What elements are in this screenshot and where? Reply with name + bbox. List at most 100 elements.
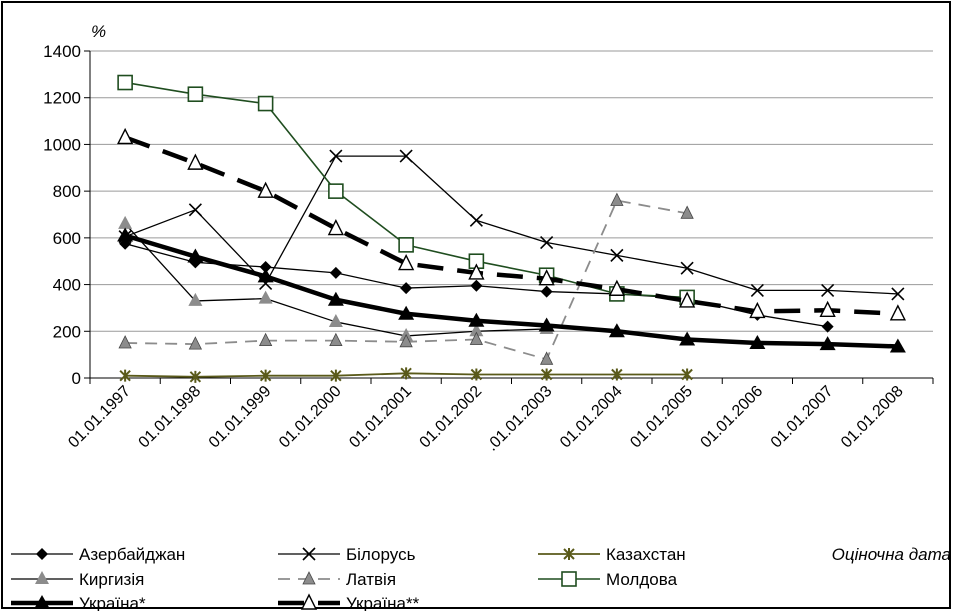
y-tick-label: 1200 xyxy=(43,89,81,108)
x-tick-label: 01.01.2008 xyxy=(838,383,907,452)
series-path xyxy=(124,233,898,349)
data-point xyxy=(119,369,131,382)
data-point xyxy=(118,215,133,229)
series-path xyxy=(124,135,898,317)
data-point xyxy=(36,548,48,560)
legend: Азербайджан Білорусь Казахстан Киргизія Латв… xyxy=(11,545,686,613)
data-point xyxy=(398,305,415,320)
legend-entry: Білорусь xyxy=(278,545,416,564)
point-star xyxy=(189,370,202,383)
data-point xyxy=(327,218,345,236)
point-cross xyxy=(821,283,835,297)
data-point xyxy=(889,338,906,353)
data-point xyxy=(819,336,836,351)
data-point xyxy=(539,351,554,365)
data-point xyxy=(259,261,272,274)
x-tick-label: 01.01.2002 xyxy=(417,383,486,452)
data-point xyxy=(397,253,415,271)
data-point xyxy=(749,301,766,319)
legend-label: Молдова xyxy=(606,570,678,589)
point-cross xyxy=(399,149,413,163)
data-point xyxy=(399,333,413,348)
point-cross xyxy=(891,287,905,301)
data-point xyxy=(891,287,905,301)
data-point xyxy=(302,571,316,585)
data-point xyxy=(188,336,203,350)
data-point xyxy=(468,312,485,327)
data-point xyxy=(330,369,342,382)
y-tick-label: 1000 xyxy=(43,135,81,154)
data-point xyxy=(469,213,483,227)
series-lines xyxy=(116,74,907,383)
point-cross xyxy=(469,213,483,227)
data-point xyxy=(117,227,134,242)
legend-entry: Азербайджан xyxy=(11,545,185,564)
data-point xyxy=(749,334,766,349)
axes xyxy=(84,50,934,384)
data-point xyxy=(819,300,836,317)
data-point xyxy=(469,323,484,337)
data-point xyxy=(540,285,553,298)
x-tick-label: 01.01.2005 xyxy=(627,383,696,452)
data-point xyxy=(681,368,693,381)
point-cross xyxy=(610,248,624,262)
data-point xyxy=(399,149,413,163)
legend-label: Білорусь xyxy=(346,545,416,564)
data-point xyxy=(561,571,577,587)
data-point xyxy=(398,237,414,253)
data-point xyxy=(329,332,343,347)
x-tick-label: 01.01.1998 xyxy=(136,383,205,452)
y-tick-label: 600 xyxy=(53,229,81,248)
data-point xyxy=(678,291,696,308)
x-tick-label: 01.01.2001 xyxy=(346,383,415,452)
y-tick-label: 1400 xyxy=(43,42,81,61)
point-star xyxy=(540,368,553,381)
data-point xyxy=(259,369,272,382)
data-point xyxy=(35,571,49,584)
point-cross xyxy=(540,235,554,250)
x-axis-title: Оціночна дата xyxy=(832,545,951,564)
legend-label: Азербайджан xyxy=(79,545,185,564)
data-point xyxy=(469,331,484,345)
point-cross xyxy=(329,149,343,163)
x-tick-label: 01.01.2007 xyxy=(768,383,837,452)
data-point xyxy=(117,74,133,91)
legend-entry: Україна* xyxy=(11,594,146,613)
legend-entry: Україна** xyxy=(278,593,420,613)
x-tick-label: 01.01.2004 xyxy=(557,383,626,452)
data-point xyxy=(540,368,553,381)
legend-label: Киргизія xyxy=(79,570,144,589)
legend-entry: Казахстан xyxy=(538,545,686,564)
series-path xyxy=(124,155,898,295)
data-point xyxy=(538,269,555,286)
data-point xyxy=(400,367,412,380)
data-point xyxy=(187,86,204,103)
data-point xyxy=(187,153,204,170)
point-star xyxy=(119,369,131,382)
data-point xyxy=(470,279,483,292)
data-point xyxy=(327,291,344,306)
point-star xyxy=(563,548,575,560)
data-point xyxy=(750,283,764,297)
data-point xyxy=(538,317,555,332)
point-star xyxy=(470,368,483,381)
point-star xyxy=(400,367,412,380)
data-point xyxy=(821,320,834,333)
legend-label: Казахстан xyxy=(606,545,686,564)
legend-label: Латвія xyxy=(346,570,396,589)
data-point xyxy=(563,548,575,560)
point-cross xyxy=(680,261,694,275)
data-point xyxy=(188,203,202,217)
data-point xyxy=(257,181,274,198)
data-point xyxy=(470,368,483,381)
point-star xyxy=(330,369,342,382)
point-cross xyxy=(302,547,316,561)
data-point xyxy=(188,292,203,306)
series-line xyxy=(119,367,693,383)
gridlines xyxy=(90,50,933,332)
y-axis-unit-label: % xyxy=(91,22,106,41)
data-point xyxy=(610,192,624,206)
data-point xyxy=(680,205,694,219)
data-point xyxy=(468,263,485,280)
data-point xyxy=(118,335,132,349)
